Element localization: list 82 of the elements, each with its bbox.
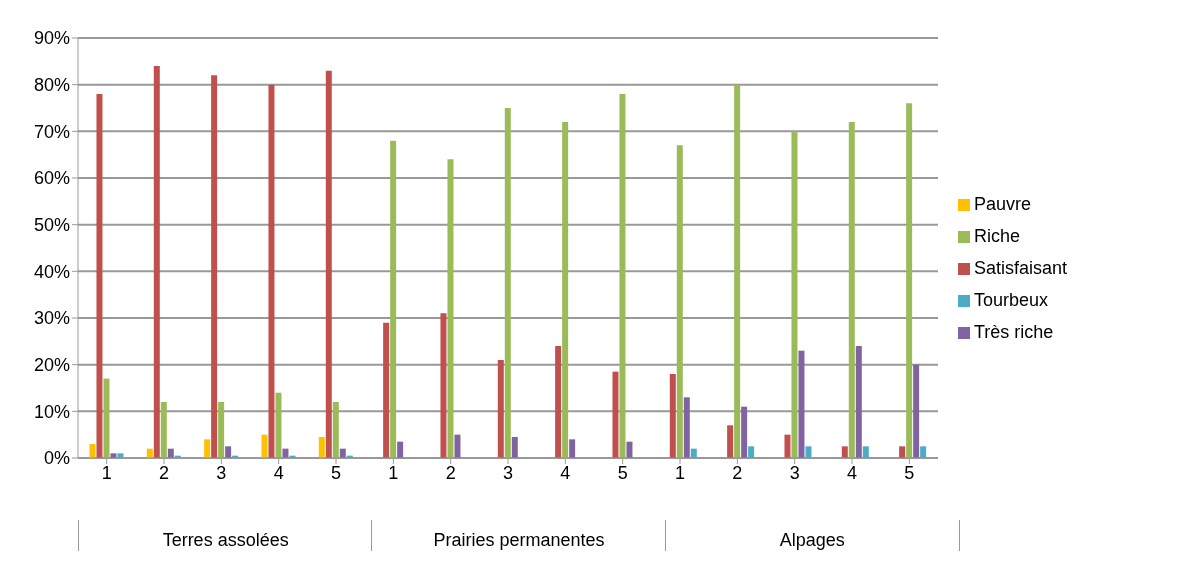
bar	[798, 350, 805, 458]
bar	[791, 131, 798, 458]
bar	[569, 439, 576, 458]
bar	[96, 94, 103, 458]
x-tick-label: 3	[502, 462, 514, 483]
y-tick-label: 10%	[33, 401, 70, 422]
x-tick-label: 1	[674, 462, 686, 483]
y-tick-label: 0%	[43, 448, 70, 469]
bar	[318, 437, 325, 458]
bar	[748, 446, 755, 458]
x-tick-label: 4	[846, 462, 858, 483]
x-tick-label: 2	[158, 462, 170, 483]
bar	[913, 364, 920, 458]
text: Terres assolées	[78, 520, 373, 551]
y-tick-label: 80%	[33, 75, 70, 96]
legend-label: Tourbeux	[974, 290, 1049, 310]
bar	[397, 441, 404, 458]
bar	[275, 392, 282, 458]
legend-label: Riche	[974, 226, 1021, 246]
bar	[619, 94, 626, 458]
bar	[497, 360, 504, 458]
x-tick-label: 3	[216, 462, 227, 483]
y-tick-label: 70%	[33, 121, 70, 142]
bar	[218, 402, 225, 458]
x-tick-label: 2	[732, 462, 743, 483]
legend-label: Très riche	[974, 322, 1054, 342]
bar	[899, 446, 906, 458]
bar	[447, 159, 454, 458]
bar	[848, 122, 855, 458]
bar	[160, 402, 167, 458]
y-tick-label: 30%	[33, 308, 70, 329]
bar	[562, 122, 569, 458]
bar	[153, 66, 160, 458]
bar	[225, 446, 232, 458]
x-tick-label: 5	[330, 462, 342, 483]
bar	[727, 425, 734, 458]
bar	[855, 346, 862, 458]
text: Prairies permanentes	[371, 520, 666, 551]
bar	[390, 140, 397, 458]
bar	[103, 378, 110, 458]
bar	[734, 84, 741, 458]
bar	[383, 322, 390, 458]
x-tick-label: 4	[273, 462, 284, 483]
bar	[906, 103, 913, 458]
bar	[440, 313, 447, 458]
legend-label: Pauvre	[974, 194, 1032, 214]
bar	[626, 441, 633, 458]
y-tick-label: 50%	[33, 215, 70, 236]
bar	[89, 444, 96, 458]
x-tick-label: 2	[445, 462, 456, 483]
bar	[504, 108, 511, 458]
bar	[325, 70, 332, 458]
bar	[862, 446, 869, 458]
x-tick-label: 3	[789, 462, 800, 483]
bar	[669, 374, 676, 458]
bar	[261, 434, 268, 458]
bar	[332, 402, 339, 458]
bar	[454, 434, 461, 458]
bar	[920, 446, 927, 458]
x-tick-label: 1	[101, 462, 112, 483]
y-tick-label: 20%	[33, 355, 70, 376]
y-tick-label: 60%	[33, 168, 70, 189]
x-tick-label: 5	[617, 462, 628, 483]
legend-label: Satisfaisant	[974, 258, 1068, 278]
y-tick-label: 90%	[33, 28, 70, 49]
bar	[204, 439, 211, 458]
bar	[211, 75, 218, 458]
bar	[841, 446, 848, 458]
x-tick-label: 5	[904, 462, 915, 483]
bar	[683, 397, 690, 458]
bar	[741, 406, 748, 458]
bar	[805, 446, 812, 458]
bar	[555, 346, 562, 458]
bar	[511, 437, 518, 458]
bar	[268, 84, 275, 458]
bar	[784, 434, 791, 458]
x-tick-label: 4	[560, 462, 571, 483]
bar	[676, 145, 683, 458]
y-tick-label: 40%	[33, 261, 70, 282]
bar	[612, 371, 619, 458]
text: Alpages	[664, 520, 960, 551]
x-tick-label: 1	[388, 462, 399, 483]
